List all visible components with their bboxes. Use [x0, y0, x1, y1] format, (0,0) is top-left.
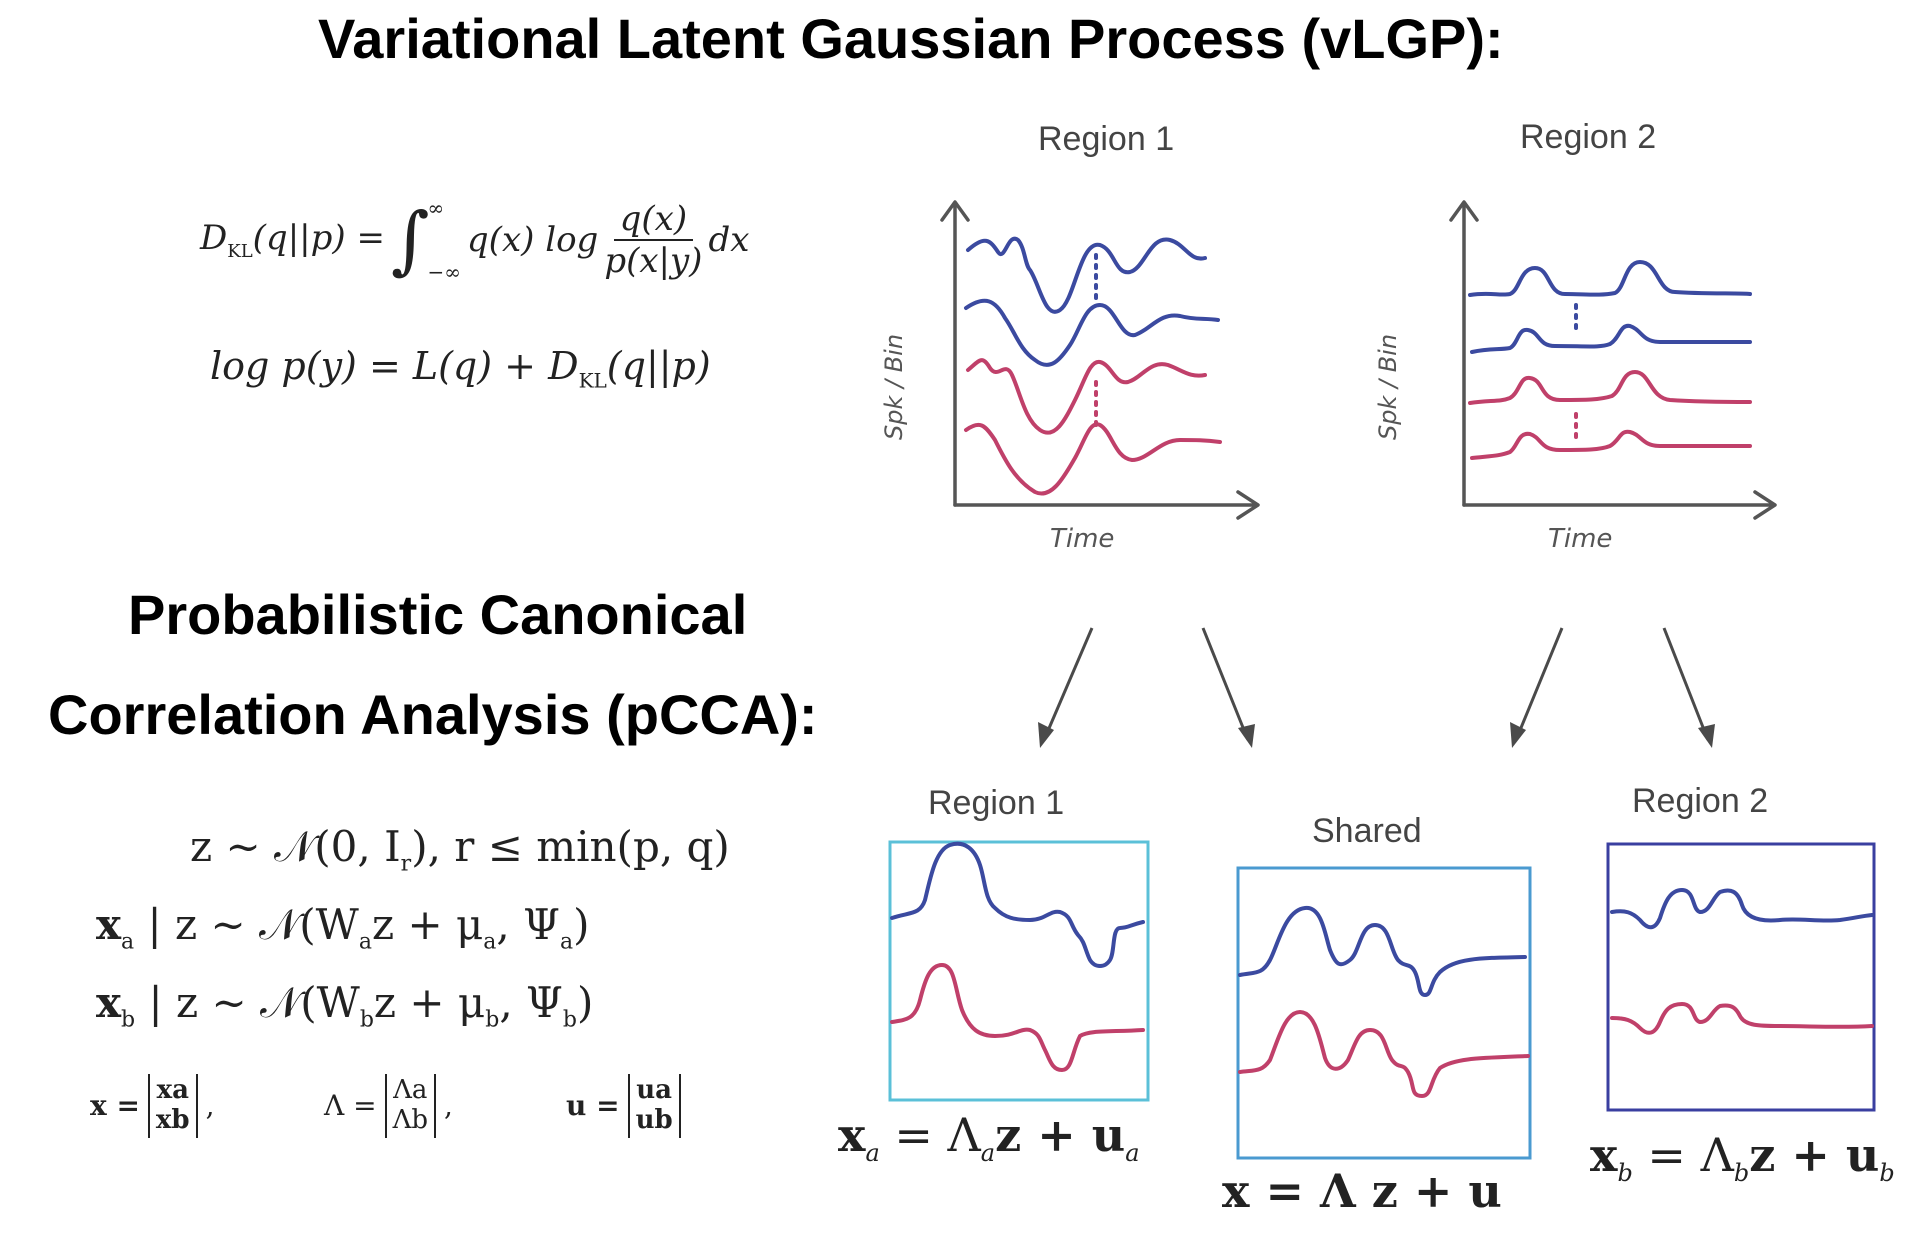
evidence-equation: log p(y) = L(q) + DKL(q||p): [210, 344, 711, 393]
arrowhead-4: [1698, 724, 1715, 748]
stacked-x-definition: x = xa xb ,: [90, 1074, 215, 1138]
region2-axes: [1449, 200, 1777, 520]
shared-model-equation: x = Λ z + u: [1222, 1164, 1502, 1218]
region1-latent-red: [890, 963, 1145, 1072]
arrowhead-1: [1038, 722, 1054, 748]
region1-model-equation: xa = Λaz + ua: [838, 1108, 1140, 1168]
stacked-lambda-definition: Λ = Λa Λb ,: [324, 1074, 453, 1138]
region2-trace-1: [1468, 260, 1752, 297]
x-axis-label-region2: Time: [1548, 524, 1613, 554]
arrow-region1-to-region1: [1042, 627, 1094, 741]
kl-fraction: q(x) p(x|y): [604, 199, 703, 281]
region2-box: [1606, 842, 1876, 1112]
x-axis-label-region1: Time: [1050, 524, 1115, 554]
region1-trace-1: [966, 236, 1207, 314]
arrowhead-2: [1238, 724, 1255, 748]
region1-trace-3: [966, 358, 1207, 435]
arrow-region2-to-shared: [1514, 627, 1564, 741]
region2-model-equation: xb = Λbz + ub: [1590, 1128, 1895, 1188]
kl-integrand: q(x) log: [466, 220, 599, 260]
region1-trace-4: [964, 422, 1222, 496]
integral-sign: ∫ ∞ −∞: [390, 196, 461, 284]
x-vector: xa xb: [147, 1074, 198, 1138]
kl-lhs: DKL(q||p) =: [200, 218, 385, 262]
pcca-title-line1: Probabilistic Canonical: [128, 583, 748, 646]
region2-y-axis: [1449, 200, 1479, 507]
top-region1-label: Region 1: [1038, 120, 1175, 158]
arrow-region2-to-region2: [1662, 627, 1710, 741]
kl-dx: dx: [708, 220, 750, 260]
region1-axes: [940, 200, 1260, 520]
u-vector: ua ub: [627, 1074, 681, 1138]
bottom-shared-label: Shared: [1312, 812, 1422, 850]
xa-conditional-equation: xa | z ∼ 𝒩(Waz + μa, Ψa): [96, 900, 590, 955]
shared-box: [1236, 866, 1532, 1160]
pcca-title-line2: Correlation Analysis (pCCA):: [48, 683, 818, 746]
arrowhead-3: [1510, 722, 1526, 748]
region1-y-axis: [940, 200, 970, 507]
region2-trace-4: [1470, 429, 1752, 460]
bottom-region1-label: Region 1: [928, 784, 1065, 822]
region2-x-axis: [1462, 490, 1777, 520]
shared-latent-red: [1238, 1010, 1530, 1098]
region2-trace-3: [1468, 370, 1752, 405]
arrow-region1-to-shared: [1201, 627, 1250, 741]
region1-box: [888, 840, 1150, 1102]
lambda-vector: Λa Λb: [384, 1074, 437, 1138]
region1-x-axis: [953, 490, 1260, 520]
arrows: [1038, 627, 1715, 748]
region1-trace-2: [964, 298, 1220, 367]
top-region2-label: Region 2: [1520, 118, 1657, 156]
region2-latent-blue: [1610, 888, 1874, 930]
latent-prior-equation: z ∼ 𝒩(0, Ir), r ≤ min(p, q): [190, 822, 730, 877]
region1-latent-blue: [890, 841, 1145, 968]
kl-divergence-equation: DKL(q||p) = ∫ ∞ −∞ q(x) log q(x) p(x|y) …: [200, 196, 749, 284]
bottom-region2-label: Region 2: [1632, 782, 1769, 820]
region2-trace-2: [1470, 323, 1752, 354]
xb-conditional-equation: xb | z ∼ 𝒩(Wbz + μb, Ψb): [96, 978, 594, 1033]
region2-latent-red: [1610, 1002, 1874, 1035]
stacked-u-definition: u = ua ub: [566, 1074, 681, 1138]
page-title: Variational Latent Gaussian Process (vLG…: [318, 7, 1504, 70]
shared-latent-blue: [1238, 906, 1527, 997]
